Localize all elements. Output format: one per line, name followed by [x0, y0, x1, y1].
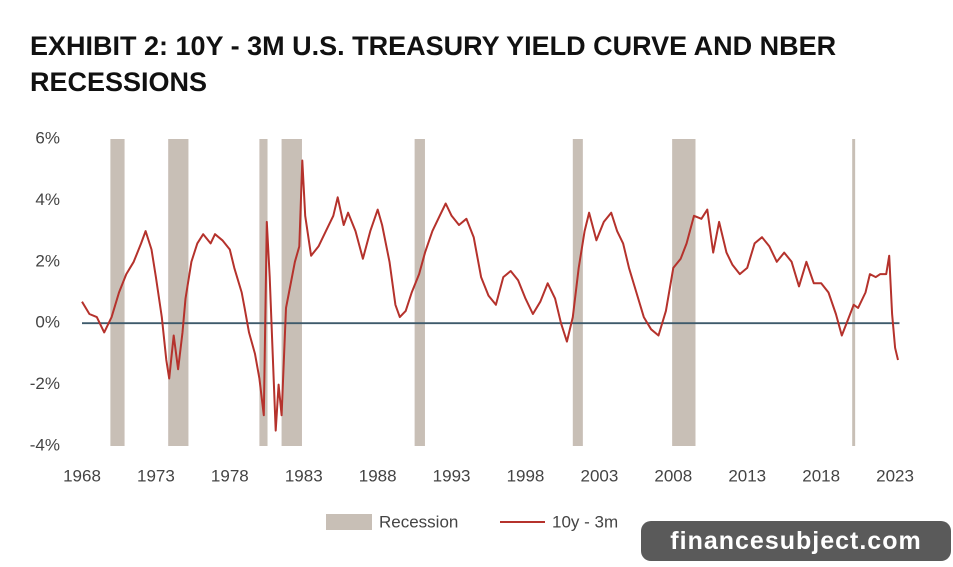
x-tick-label: 2023	[876, 466, 914, 485]
series-line	[81, 159, 899, 432]
x-tick-label: 1988	[359, 466, 397, 485]
recession-band	[259, 139, 268, 446]
x-tick-label: 1993	[433, 466, 471, 485]
legend-label: Recession	[379, 512, 458, 531]
legend-label: 10y - 3m	[552, 512, 618, 531]
y-tick-label: 2%	[35, 251, 60, 270]
legend-swatch	[326, 514, 372, 530]
x-tick-label: 1978	[211, 466, 249, 485]
x-tick-label: 1968	[63, 466, 101, 485]
x-tick-label: 2018	[802, 466, 840, 485]
recession-band	[414, 139, 425, 446]
x-tick-label: 2003	[580, 466, 618, 485]
recession-band	[110, 139, 125, 446]
recession-band	[281, 139, 302, 446]
recession-band	[168, 139, 189, 446]
y-tick-label: -2%	[30, 374, 60, 393]
y-tick-label: 0%	[35, 313, 60, 332]
y-tick-label: 6%	[35, 128, 60, 147]
x-tick-label: 2013	[728, 466, 766, 485]
recession-band	[672, 139, 696, 446]
y-tick-label: 4%	[35, 190, 60, 209]
chart-title: EXHIBIT 2: 10Y - 3M U.S. TREASURY YIELD …	[30, 31, 837, 97]
x-tick-label: 1998	[507, 466, 545, 485]
x-tick-label: 1973	[137, 466, 175, 485]
x-tick-label: 2008	[654, 466, 692, 485]
watermark: financesubject.com	[641, 521, 951, 561]
x-tick-label: 1983	[285, 466, 323, 485]
recession-band	[852, 139, 856, 446]
recession-band	[572, 139, 583, 446]
y-tick-label: -4%	[30, 435, 60, 454]
